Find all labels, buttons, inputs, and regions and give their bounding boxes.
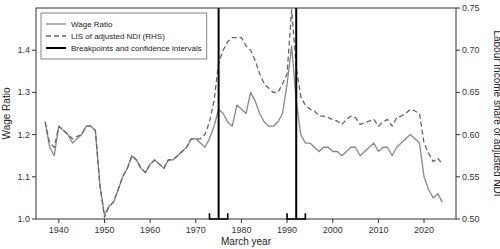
legend-label: Wage Ratio xyxy=(71,20,113,29)
y-tick xyxy=(32,50,36,51)
breakpoint-line xyxy=(295,8,297,219)
y2-tick-label: 0.60 xyxy=(462,130,480,140)
x-tick xyxy=(195,219,196,223)
y-tick-label: 1.0 xyxy=(17,214,30,224)
y-tick xyxy=(32,92,36,93)
y2-tick xyxy=(456,134,460,135)
x-tick xyxy=(241,219,242,223)
y-tick xyxy=(32,134,36,135)
breakpoint-line xyxy=(218,8,220,219)
legend: Wage Ratio LIS of adjusted NDI (RHS) Break… xyxy=(41,13,207,59)
legend-label: Breakpoints and confidence intervals xyxy=(71,44,202,53)
y2-tick xyxy=(456,8,460,9)
x-tick xyxy=(378,219,379,223)
x-tick-label: 2000 xyxy=(323,225,343,235)
y-tick-label: 1.3 xyxy=(17,87,30,97)
y2-tick xyxy=(456,92,460,93)
legend-swatch xyxy=(46,23,66,24)
y2-tick xyxy=(456,219,460,220)
legend-label: LIS of adjusted NDI (RHS) xyxy=(71,32,165,41)
y2-tick xyxy=(456,176,460,177)
x-tick xyxy=(424,219,425,223)
y2-tick-label: 0.65 xyxy=(462,87,480,97)
x-tick-label: 1990 xyxy=(277,225,297,235)
y-axis-label: Wage Ratio xyxy=(1,87,12,139)
x-tick xyxy=(150,219,151,223)
y2-tick-label: 0.75 xyxy=(462,3,480,13)
x-tick xyxy=(58,219,59,223)
legend-swatch xyxy=(46,47,66,49)
y-tick xyxy=(32,176,36,177)
x-tick xyxy=(332,219,333,223)
plot-area xyxy=(45,8,442,219)
x-tick-label: 2020 xyxy=(414,225,434,235)
y-tick-label: 1.1 xyxy=(17,172,30,182)
x-tick-label: 1950 xyxy=(94,225,114,235)
y2-tick-label: 0.70 xyxy=(462,45,480,55)
x-tick-label: 1980 xyxy=(231,225,251,235)
y2-tick xyxy=(456,50,460,51)
y2-tick-label: 0.50 xyxy=(462,214,480,224)
x-tick-label: 1970 xyxy=(186,225,206,235)
y2-axis-label: Labour Income share of adjusted NDI xyxy=(492,30,500,196)
x-axis-label: March year xyxy=(221,236,272,247)
y-tick-label: 1.4 xyxy=(17,45,30,55)
chart: 1940 1950 1960 1970 1980 1990 2000 2010 2020 1.0 1… xyxy=(0,0,500,249)
x-tick-label: 2010 xyxy=(368,225,388,235)
x-tick xyxy=(104,219,105,223)
plot-frame xyxy=(36,8,456,219)
y-tick-label: 1.2 xyxy=(17,130,30,140)
x-tick-label: 1940 xyxy=(49,225,69,235)
y-tick xyxy=(32,219,36,220)
legend-swatch xyxy=(46,35,66,36)
x-tick-label: 1960 xyxy=(140,225,160,235)
confidence-interval xyxy=(287,213,305,219)
confidence-interval xyxy=(209,213,227,219)
legend-box xyxy=(41,13,207,59)
series-line xyxy=(45,46,442,215)
y2-tick-label: 0.55 xyxy=(462,172,480,182)
